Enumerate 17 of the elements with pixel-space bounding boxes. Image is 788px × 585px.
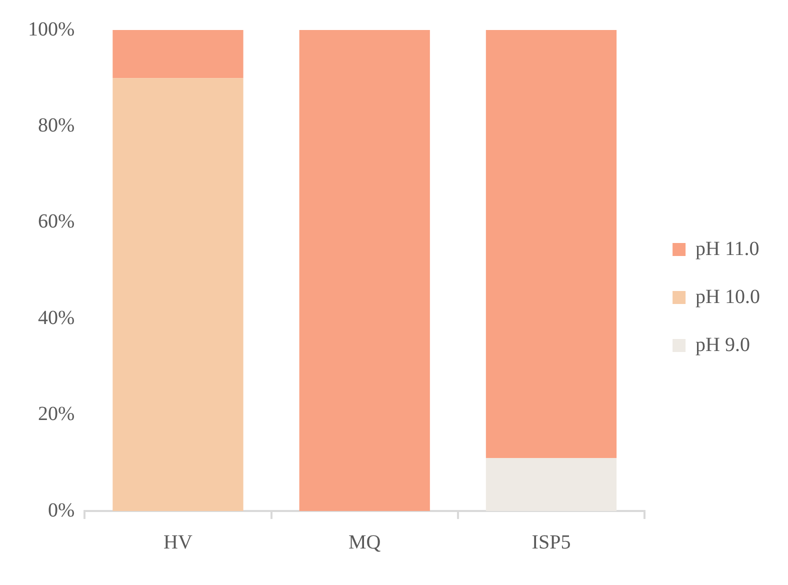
x-tick-label: HV <box>164 531 193 554</box>
y-tick-label: 80% <box>38 114 75 136</box>
bar <box>299 30 430 511</box>
y-tick-label: 100% <box>28 18 75 40</box>
legend-label: pH 9.0 <box>696 334 750 356</box>
bar <box>112 30 244 78</box>
bar <box>486 30 617 458</box>
x-tick-label: MQ <box>348 531 382 554</box>
bar <box>112 78 244 511</box>
x-tick-label: ISP5 <box>532 531 571 554</box>
y-tick-label: 20% <box>38 403 75 426</box>
bar <box>486 458 617 511</box>
y-tick-label: 0% <box>48 499 75 522</box>
legend-label: pH 10.0 <box>696 286 760 308</box>
y-tick-label: 40% <box>38 306 75 329</box>
y-tick-label: 60% <box>38 210 75 233</box>
legend-label: pH 11.0 <box>696 238 760 260</box>
